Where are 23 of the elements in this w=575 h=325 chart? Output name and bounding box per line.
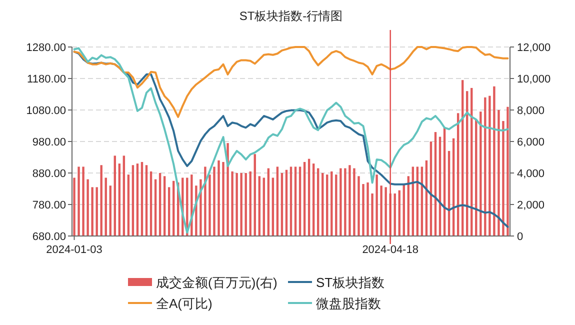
legend-微盘股指数: 微盘股指数 bbox=[288, 296, 381, 311]
y-tick-label: 1080.00 bbox=[26, 105, 66, 117]
y-tick-label: 1280.00 bbox=[26, 42, 66, 54]
x-tick-label: 2024-01-03 bbox=[46, 244, 102, 256]
y-tick-label: 780.00 bbox=[32, 200, 66, 212]
y-tick-label: 880.00 bbox=[32, 168, 66, 180]
legend-成交金额(百万元)(右): 成交金额(百万元)(右) bbox=[128, 275, 278, 290]
y-tick-label: 980.00 bbox=[32, 136, 66, 148]
y2-tick-label: 6,000 bbox=[517, 136, 545, 148]
legend-label: 成交金额(百万元)(右) bbox=[156, 275, 278, 290]
y-tick-label: 680.00 bbox=[32, 231, 66, 243]
legend-label: ST板块指数 bbox=[316, 275, 385, 290]
legend-label: 全A(可比) bbox=[156, 296, 212, 311]
x-tick-label: 2024-04-18 bbox=[362, 244, 418, 256]
y2-tick-label: 0 bbox=[517, 231, 524, 243]
y2-tick-label: 2,000 bbox=[517, 200, 545, 212]
y2-tick-label: 12,000 bbox=[517, 42, 551, 54]
legend-label: 微盘股指数 bbox=[316, 296, 381, 311]
title: ST板块指数-行情图 bbox=[239, 9, 343, 23]
y-tick-label: 1180.00 bbox=[27, 74, 66, 86]
y2-tick-label: 4,000 bbox=[517, 168, 545, 180]
y2-tick-label: 10,000 bbox=[517, 74, 551, 86]
y2-tick-label: 8,000 bbox=[517, 105, 545, 117]
